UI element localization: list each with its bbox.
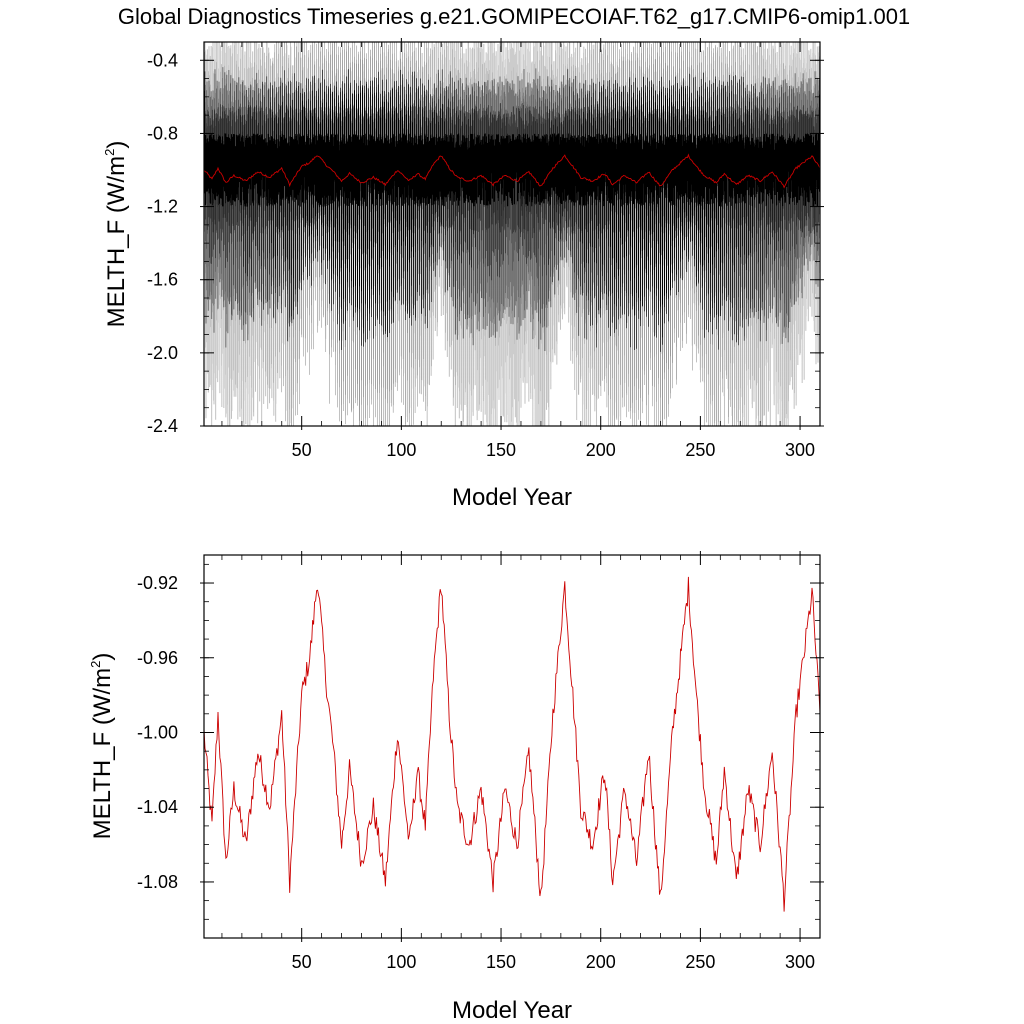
monthly-series-dark [204,67,820,352]
top-y-tick-label: -2.4 [147,416,178,436]
bottom-x-tick-label: 200 [586,952,616,972]
bottom-plot-frame [203,554,821,939]
top-x-tick-label: 250 [685,440,715,460]
top-plot-frame [203,41,821,427]
bottom-y-tick-label: -1.08 [137,872,178,892]
top-axes: 50 100 150 200 250 300 -2.4 -2.0 -1.6 -1.2 -0.8 -0.… [147,38,824,460]
top-x-axis-label: Model Year [452,484,572,511]
bottom-y-axis-label: MELTH_F (W/m2) [88,653,116,840]
top-x-tick-label: 200 [586,440,616,460]
bottom-y-tick-label: -1.00 [137,722,178,742]
figure-title: Global Diagnostics Timeseries g.e21.GOMI… [118,4,910,29]
annual-mean-overlay [204,153,820,189]
top-x-tick-label: 150 [486,440,516,460]
bottom-x-tick-label: 300 [785,952,815,972]
top-y-tick-label: -1.2 [147,197,178,217]
bottom-x-axis-label: Model Year [452,997,572,1024]
top-y-tick-label: -2.0 [147,343,178,363]
top-y-tick-label: -1.6 [147,270,178,290]
top-y-axis-label: MELTH_F (W/m2) [102,141,130,328]
top-y-tick-label: -0.8 [147,123,178,143]
top-x-tick-label: 300 [785,440,815,460]
bottom-x-tick-label: 150 [486,952,516,972]
annual-mean-line-top [204,153,820,189]
bottom-axes: 50 100 150 200 250 300 -1.08 -1.04 -1.00 -0.96 -0.… [137,551,824,972]
top-y-tick-label: -0.4 [147,50,178,70]
bottom-x-tick-label: 50 [292,952,312,972]
bottom-y-tick-label: -0.92 [137,573,178,593]
panel-annual: 50 100 150 200 250 300 -1.08 -1.04 -1.00 -0.96 -0.… [88,551,824,1024]
top-x-tick-label: 100 [386,440,416,460]
annual-series-group [204,576,820,912]
bottom-x-tick-label: 100 [386,952,416,972]
top-x-tick-label: 50 [292,440,312,460]
bottom-y-tick-label: -0.96 [137,648,178,668]
annual-mean-line [204,576,820,912]
bottom-x-tick-label: 250 [685,952,715,972]
bottom-y-tick-label: -1.04 [137,797,178,817]
panel-monthly: 50 100 150 200 250 300 -2.4 -2.0 -1.6 -1.2 -0.8 -0.… [102,38,824,511]
monthly-series-group [204,42,820,426]
